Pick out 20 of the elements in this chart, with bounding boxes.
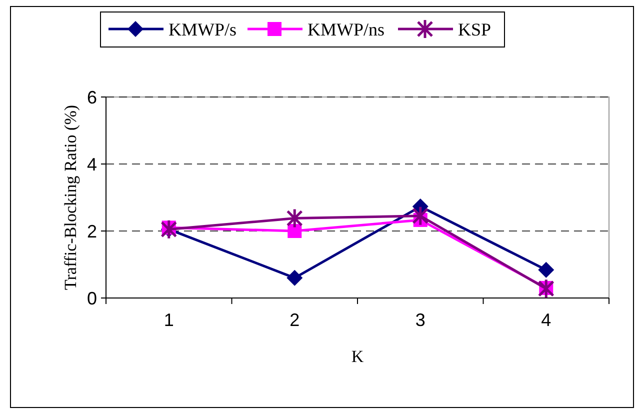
point [286, 270, 303, 286]
x-tick-label: 4 [541, 310, 552, 330]
y-tick-label: 4 [86, 154, 97, 174]
legend-label: KSP [458, 19, 492, 40]
x-axis-title: K [351, 347, 364, 366]
point [160, 219, 178, 240]
point [288, 224, 302, 238]
x-tick-label: 1 [164, 310, 174, 330]
y-tick-label: 6 [86, 87, 97, 108]
point [538, 278, 554, 299]
legend-label: KMWP/ns [308, 19, 385, 40]
point [286, 208, 303, 229]
y-tick-label: 0 [86, 288, 97, 308]
x-tick-label: 3 [415, 310, 426, 330]
legend-label: KMWP/s [168, 19, 237, 40]
point [412, 206, 429, 226]
y-axis-title: Traffic-Blocking Ratio (%) [61, 104, 80, 290]
x-tick-label: 2 [290, 310, 300, 330]
point [538, 262, 554, 278]
y-tick-label: 2 [86, 221, 97, 242]
